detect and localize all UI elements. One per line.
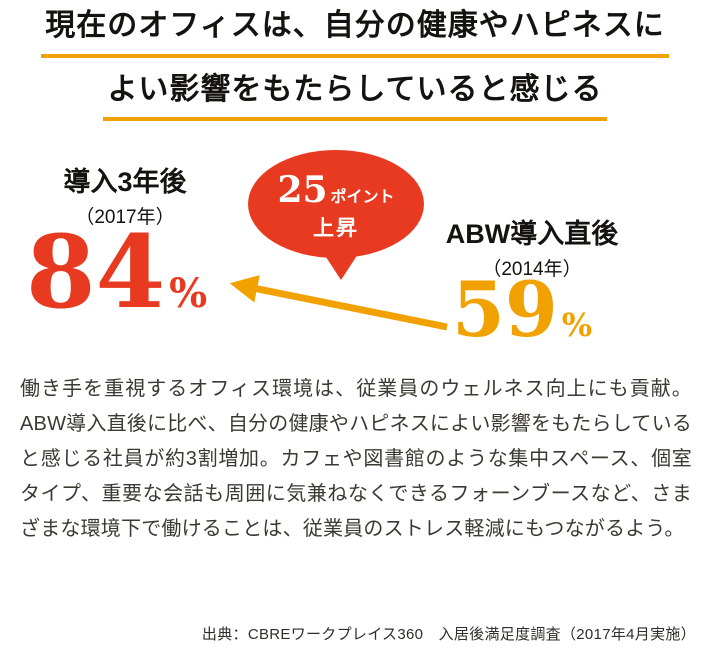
increase-badge-value: 25 [277,169,328,211]
before-label-block: ABW導入直後 （2014年） [432,212,632,281]
after-value-block: 84% [26,222,207,322]
after-value: 84 [26,213,166,331]
increase-badge-line-1: 25 ポイント [248,172,424,208]
balloon-tail [324,254,358,280]
page-title-line-2: よい影響をもたらしていると感じる [103,66,607,121]
before-percent-sign: % [561,306,593,344]
increase-badge-word: 上昇 [313,217,359,240]
before-value-block: 59% [452,272,592,348]
title-block: 現在のオフィスは、自分の健康やハピネスに よい影響をもたらしていると感じる [0,2,710,121]
page-title-line-1: 現在のオフィスは、自分の健康やハピネスに [41,2,669,58]
increase-badge-unit: ポイント [330,189,395,206]
increase-badge-content: 25 ポイント 上昇 [248,150,424,242]
body-paragraph: 働き手を重視するオフィス環境は、従業員のウェルネス向上にも貢献。ABW導入直後に… [20,378,692,540]
after-label: 導入3年後 [63,167,187,197]
increase-arrow-icon [229,275,448,331]
after-label-block: 導入3年後 （2017年） [35,160,215,229]
after-percent-sign: % [169,270,208,317]
title-row-2: よい影響をもたらしていると感じる [0,66,710,121]
title-row-1: 現在のオフィスは、自分の健康やハピネスに [0,2,710,58]
source-note: 出典：CBREワークプレイス360 入居後満足度調査（2017年4月実施） [201,626,696,643]
before-year: （2014年） [482,259,582,280]
before-label: ABW導入直後 [445,219,619,249]
before-value: 59 [452,265,558,354]
increase-badge-balloon: 25 ポイント 上昇 [248,150,424,280]
after-year: （2017年） [75,207,175,228]
